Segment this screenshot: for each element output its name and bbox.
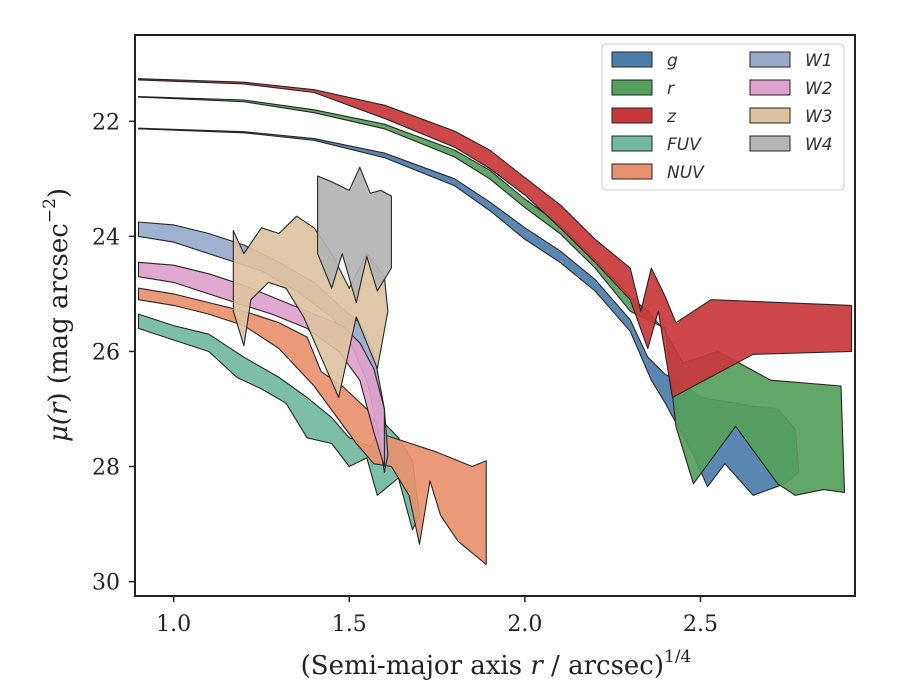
y-axis-label-var: r <box>44 401 74 415</box>
legend-swatch <box>611 163 653 180</box>
x-axis-label-var: r <box>530 651 544 681</box>
band-fuv <box>137 313 421 531</box>
legend-label: r <box>667 79 675 99</box>
x-tick-label: 2.0 <box>507 612 542 637</box>
y-axis-label-mid: ) (mag arcsec <box>44 223 74 402</box>
x-axis-label-post: / arcsec) <box>543 651 664 681</box>
legend-item-g: g <box>611 51 678 71</box>
profile-bands <box>137 78 853 565</box>
band-w4 <box>317 166 392 304</box>
legend-item-r: r <box>611 79 675 99</box>
y-tick-label: 24 <box>92 225 120 250</box>
x-axis-label-pre: (Semi-major axis <box>301 651 531 681</box>
y-axis-label-close: ) <box>44 188 74 198</box>
x-tick-label: 2.5 <box>683 612 718 637</box>
y-tick-label: 28 <box>92 456 120 481</box>
legend-label: FUV <box>667 135 702 155</box>
legend-swatch <box>611 107 653 124</box>
legend-item-w1: W1 <box>749 51 833 71</box>
legend-swatch <box>749 135 791 152</box>
band-nuv <box>137 287 487 565</box>
legend-swatch <box>749 107 791 124</box>
legend-item-nuv: NUV <box>611 163 705 183</box>
band-w3 <box>232 215 389 399</box>
x-tick-label: 1.5 <box>332 612 367 637</box>
legend-label: g <box>667 51 678 71</box>
y-tick-label: 26 <box>92 340 120 365</box>
legend-swatch <box>611 51 653 68</box>
legend-label: W3 <box>805 107 833 127</box>
legend-swatch <box>749 51 791 68</box>
axis-ticks: 1.0 1.5 2.0 2.5 22 24 26 28 30 <box>92 110 718 637</box>
legend-swatch <box>611 135 653 152</box>
y-tick-label: 22 <box>92 110 120 135</box>
band-r <box>137 96 846 496</box>
y-tick-label: 30 <box>92 571 120 596</box>
x-axis-label-exponent: 1/4 <box>664 647 691 667</box>
legend-label: W2 <box>805 79 833 99</box>
legend-label: NUV <box>667 163 705 183</box>
legend-swatch <box>749 79 791 96</box>
legend-item-w2: W2 <box>749 79 833 99</box>
band-z <box>137 78 853 399</box>
x-tick-label: 1.0 <box>156 612 191 637</box>
plot-frame <box>134 34 856 597</box>
legend-item-fuv: FUV <box>611 135 702 155</box>
legend-item-w3: W3 <box>749 107 833 127</box>
legend-label: z <box>666 107 677 127</box>
y-axis-label-mu: μ( <box>44 414 74 442</box>
legend-item-z: z <box>611 107 677 127</box>
legend-label: W4 <box>805 135 833 155</box>
legend-item-w4: W4 <box>749 135 833 155</box>
x-axis-label: (Semi-major axis r / arcsec)1/4 <box>301 647 692 681</box>
y-axis-label: μ(r) (mag arcsec−2) <box>40 188 74 442</box>
legend-label: W1 <box>805 51 833 71</box>
legend-swatch <box>611 79 653 96</box>
legend: grz FUV NUV W1 W2 W3 W4 <box>601 43 845 191</box>
y-axis-label-exponent: −2 <box>40 198 60 223</box>
